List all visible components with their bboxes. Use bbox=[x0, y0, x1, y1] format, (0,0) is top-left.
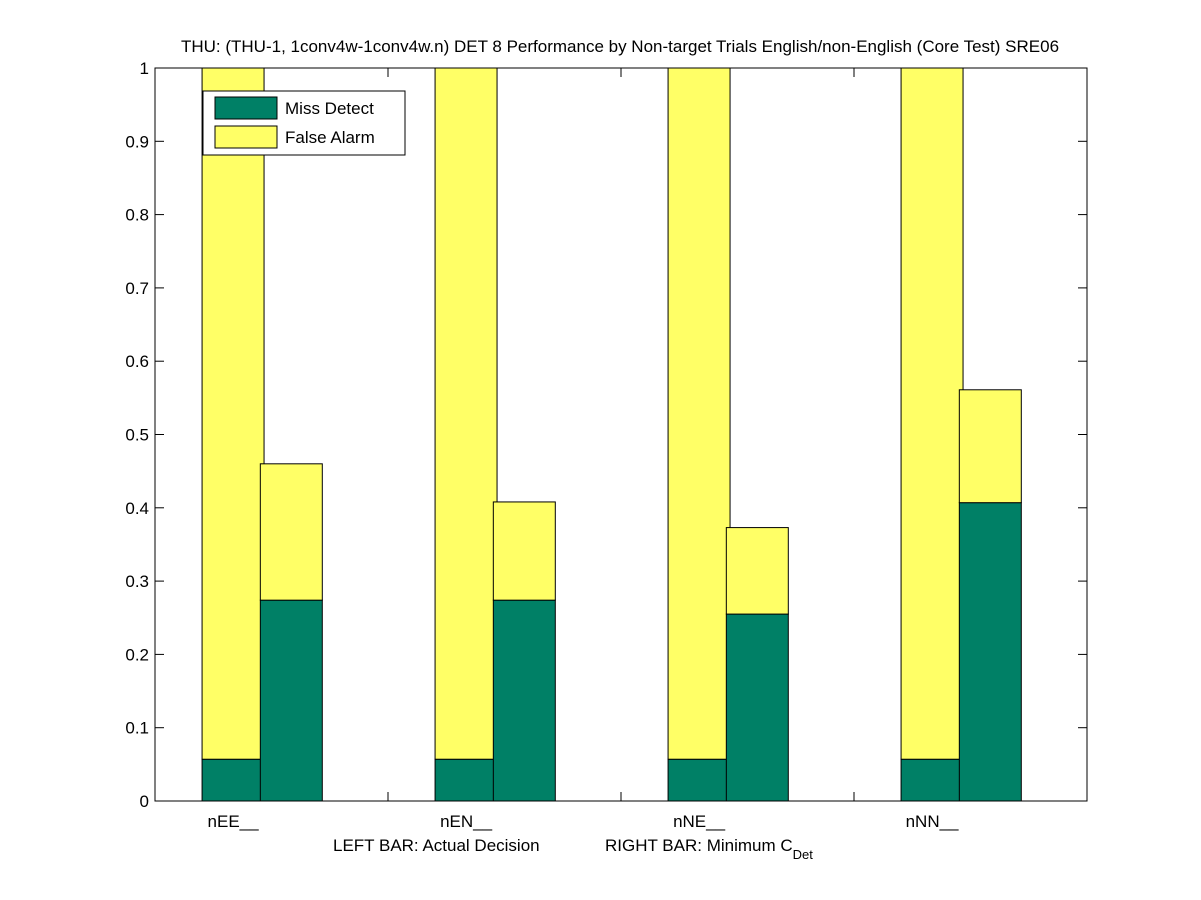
x-axis-label-right-main: RIGHT BAR: Minimum C bbox=[605, 836, 793, 855]
bar-nee-minimum-miss-detect bbox=[259, 599, 323, 802]
y-tick-label: 0.7 bbox=[125, 279, 149, 298]
bar-nnn-minimum-miss-detect bbox=[958, 502, 1022, 802]
y-tick-label: 0.2 bbox=[125, 645, 149, 664]
axis-ticks: 0 0.1 0.2 0.3 0.4 0.5 0.6 0.7 0.8 0.9 1 bbox=[125, 59, 1087, 811]
bars-layer: nEE__ nEN__ nNE__ nNN__ bbox=[201, 67, 1022, 831]
x-tick-label: nEN__ bbox=[440, 812, 493, 831]
legend-label-false-alarm: False Alarm bbox=[285, 128, 375, 147]
bar-nne-minimum-miss-detect bbox=[725, 613, 789, 802]
x-tick-label: nEE__ bbox=[208, 812, 260, 831]
legend-swatch-false-alarm bbox=[214, 125, 278, 149]
bar-nee-actual-false-alarm bbox=[201, 67, 265, 760]
bar-nnn-minimum-false-alarm bbox=[958, 389, 1022, 504]
y-tick-label: 0 bbox=[140, 792, 149, 811]
legend-swatch-miss-detect bbox=[214, 96, 278, 120]
x-axis-label-left: LEFT BAR: Actual Decision bbox=[333, 836, 540, 855]
y-tick-label: 1 bbox=[140, 59, 149, 78]
y-tick-label: 0.9 bbox=[125, 132, 149, 151]
y-tick-label: 0.3 bbox=[125, 572, 149, 591]
y-tick-label: 0.5 bbox=[125, 426, 149, 445]
legend: Miss Detect False Alarm bbox=[202, 90, 406, 156]
y-tick-label: 0.1 bbox=[125, 719, 149, 738]
bar-nne-actual-false-alarm bbox=[667, 67, 731, 760]
x-tick-label: nNN__ bbox=[906, 812, 959, 831]
bar-nen-actual-miss-detect bbox=[434, 758, 498, 802]
bar-nne-minimum-false-alarm bbox=[725, 527, 789, 615]
legend-label-miss-detect: Miss Detect bbox=[285, 99, 374, 118]
x-axis-label-right: RIGHT BAR: Minimum CDet bbox=[605, 836, 813, 862]
bar-nen-actual-false-alarm bbox=[434, 67, 498, 760]
x-tick-label: nNE__ bbox=[673, 812, 726, 831]
bar-nen-minimum-false-alarm bbox=[492, 501, 556, 601]
x-axis-label: LEFT BAR: Actual Decision RIGHT BAR: Min… bbox=[333, 836, 813, 862]
bar-nnn-actual-false-alarm bbox=[900, 67, 964, 760]
bar-nee-minimum-false-alarm bbox=[259, 463, 323, 601]
chart-title: THU: (THU-1, 1conv4w-1conv4w.n) DET 8 Pe… bbox=[181, 37, 1059, 56]
bar-nnn-actual-miss-detect bbox=[900, 758, 964, 802]
y-tick-label: 0.8 bbox=[125, 206, 149, 225]
bar-nen-minimum-miss-detect bbox=[492, 599, 556, 802]
x-axis-label-right-subscript: Det bbox=[793, 847, 814, 862]
bar-nee-actual-miss-detect bbox=[201, 758, 265, 802]
y-tick-label: 0.4 bbox=[125, 499, 149, 518]
bar-nne-actual-miss-detect bbox=[667, 758, 731, 802]
y-tick-label: 0.6 bbox=[125, 352, 149, 371]
